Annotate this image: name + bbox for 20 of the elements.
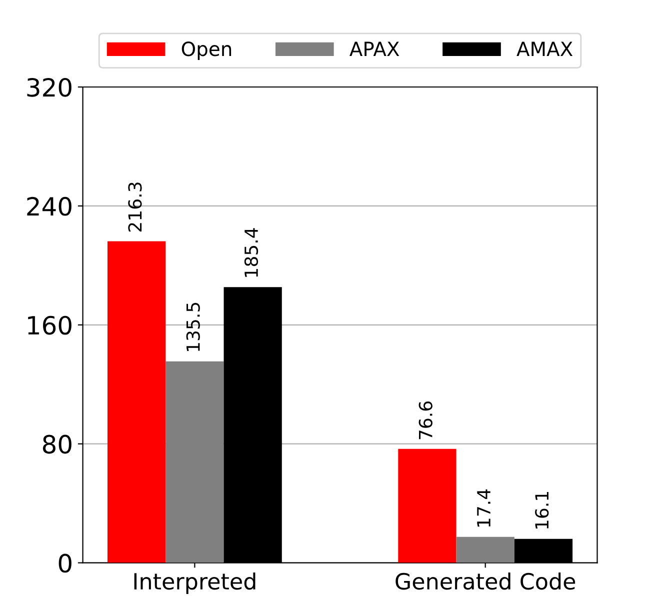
legend-label: APAX [350,42,400,56]
y-tick-label: 160 [28,316,72,335]
data-label: 185.4 [244,228,258,277]
bar [398,448,456,563]
data-label: 16.1 [535,492,549,529]
data-label: 17.4 [477,489,490,527]
y-tick-label: 240 [27,196,72,216]
data-label: 76.6 [418,402,432,440]
data-label: 216.3 [128,182,142,232]
x-tick-label: Interpreted [134,572,256,594]
y-tick-label: 80 [42,434,72,454]
y-tick-label: 320 [27,78,72,97]
bar [108,241,166,563]
legend-label: Open [182,42,232,60]
x-tick-label: Generated Code [396,572,576,590]
legend-label: AMAX [516,42,573,56]
bar [456,536,514,563]
bar [166,361,224,563]
y-tick-label: 0 [58,554,72,573]
data-label: 135.5 [186,302,200,352]
